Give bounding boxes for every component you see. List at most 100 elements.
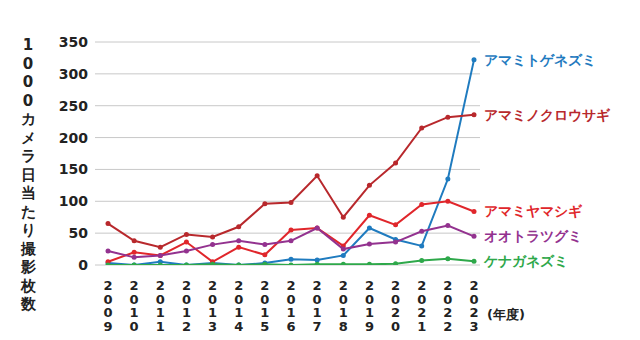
- series-marker: [472, 259, 477, 264]
- series-marker: [236, 263, 241, 266]
- series-marker: [367, 262, 372, 265]
- series-marker: [419, 243, 424, 248]
- series-marker: [367, 241, 372, 246]
- series-marker: [315, 173, 320, 178]
- series-marker: [184, 232, 189, 237]
- series-marker: [106, 263, 111, 266]
- series-marker: [236, 224, 241, 229]
- series-marker: [262, 201, 267, 206]
- series-marker: [341, 253, 346, 258]
- series-marker: [184, 248, 189, 253]
- series-marker: [132, 263, 137, 266]
- series-marker: [472, 57, 477, 62]
- series-marker: [393, 222, 398, 227]
- grid-line: [95, 201, 480, 202]
- series-marker: [132, 238, 137, 243]
- legend-label: アマミヤマシギ: [484, 203, 583, 219]
- x-tick-label: 2019: [365, 278, 374, 334]
- series-marker: [262, 252, 267, 257]
- series-marker: [184, 263, 189, 266]
- series-marker: [158, 263, 163, 266]
- y-tick-label: 100: [59, 193, 88, 209]
- series-marker: [367, 226, 372, 231]
- y-tick-label: 250: [59, 98, 88, 114]
- y-tick-label: 0: [78, 257, 88, 273]
- series-marker: [158, 253, 163, 258]
- y-tick-label: 200: [59, 130, 88, 146]
- series-marker: [445, 115, 450, 120]
- y-tick-label: 350: [59, 34, 88, 50]
- series-marker: [419, 202, 424, 207]
- x-tick-label: 2014: [234, 278, 243, 334]
- legend-label: ケナガネズミ: [483, 253, 568, 269]
- series-marker: [236, 245, 241, 250]
- series-marker: [472, 209, 477, 214]
- series-marker: [393, 161, 398, 166]
- series-marker: [158, 253, 163, 258]
- y-tick-label: 50: [69, 225, 89, 241]
- series-marker: [341, 262, 346, 265]
- grid-line: [95, 105, 480, 106]
- legend-label: アマミトゲネズミ: [484, 52, 596, 68]
- x-tick-label: 2009: [103, 278, 112, 334]
- series-marker: [184, 240, 189, 245]
- series-marker: [210, 262, 215, 265]
- series-marker: [445, 256, 450, 261]
- x-tick-label: 2013: [208, 278, 217, 334]
- x-tick-label: 2011: [156, 278, 165, 334]
- x-tick-label: 2020: [391, 278, 400, 334]
- series-line: [108, 115, 474, 248]
- chart: 0501001502002503003501000カメラ日当たり撮影枚数2009…: [0, 0, 640, 340]
- series-marker: [419, 229, 424, 234]
- y-axis-title: 1000カメラ日当たり撮影枚数: [20, 36, 37, 313]
- x-tick-label: 2015: [260, 278, 269, 334]
- series-marker: [210, 242, 215, 247]
- series-marker: [210, 234, 215, 239]
- series-marker: [184, 263, 189, 266]
- y-tick-label: 300: [59, 66, 88, 82]
- series-marker: [132, 263, 137, 266]
- series-marker: [262, 242, 267, 247]
- x-tick-label: 2021: [417, 278, 426, 334]
- series-marker: [132, 250, 137, 255]
- series-marker: [341, 215, 346, 220]
- x-tick-label: 2023: [469, 278, 478, 334]
- grid-line: [95, 73, 480, 74]
- series-marker: [341, 247, 346, 252]
- grid-line: [95, 137, 480, 138]
- series-marker: [419, 126, 424, 131]
- series-marker: [132, 255, 137, 260]
- series-marker: [445, 199, 450, 204]
- legend-label: アマミノクロウサギ: [484, 107, 611, 123]
- x-axis-title: (年度): [487, 307, 525, 322]
- series-line: [108, 226, 474, 258]
- series-marker: [289, 238, 294, 243]
- series-marker: [106, 248, 111, 253]
- series-marker: [289, 227, 294, 232]
- series-marker: [472, 112, 477, 117]
- series-marker: [289, 263, 294, 266]
- x-tick-label: 2012: [182, 278, 191, 334]
- series-marker: [393, 240, 398, 245]
- series-marker: [158, 245, 163, 250]
- series-marker: [315, 262, 320, 265]
- grid-line: [95, 169, 480, 170]
- x-tick-label: 2016: [286, 278, 295, 334]
- series-marker: [236, 238, 241, 243]
- series-line: [108, 201, 474, 262]
- grid-line: [95, 42, 480, 43]
- series-marker: [315, 226, 320, 231]
- x-tick-label: 2022: [443, 278, 452, 334]
- series-marker: [315, 226, 320, 231]
- series-marker: [367, 213, 372, 218]
- series-marker: [236, 263, 241, 266]
- x-tick-label: 2017: [313, 278, 322, 334]
- series-marker: [419, 258, 424, 263]
- series-marker: [393, 261, 398, 265]
- legend-label: オオトラツグミ: [484, 228, 582, 244]
- series-marker: [445, 176, 450, 181]
- series-marker: [106, 221, 111, 226]
- series-marker: [367, 183, 372, 188]
- series-marker: [262, 262, 267, 265]
- series-marker: [289, 200, 294, 205]
